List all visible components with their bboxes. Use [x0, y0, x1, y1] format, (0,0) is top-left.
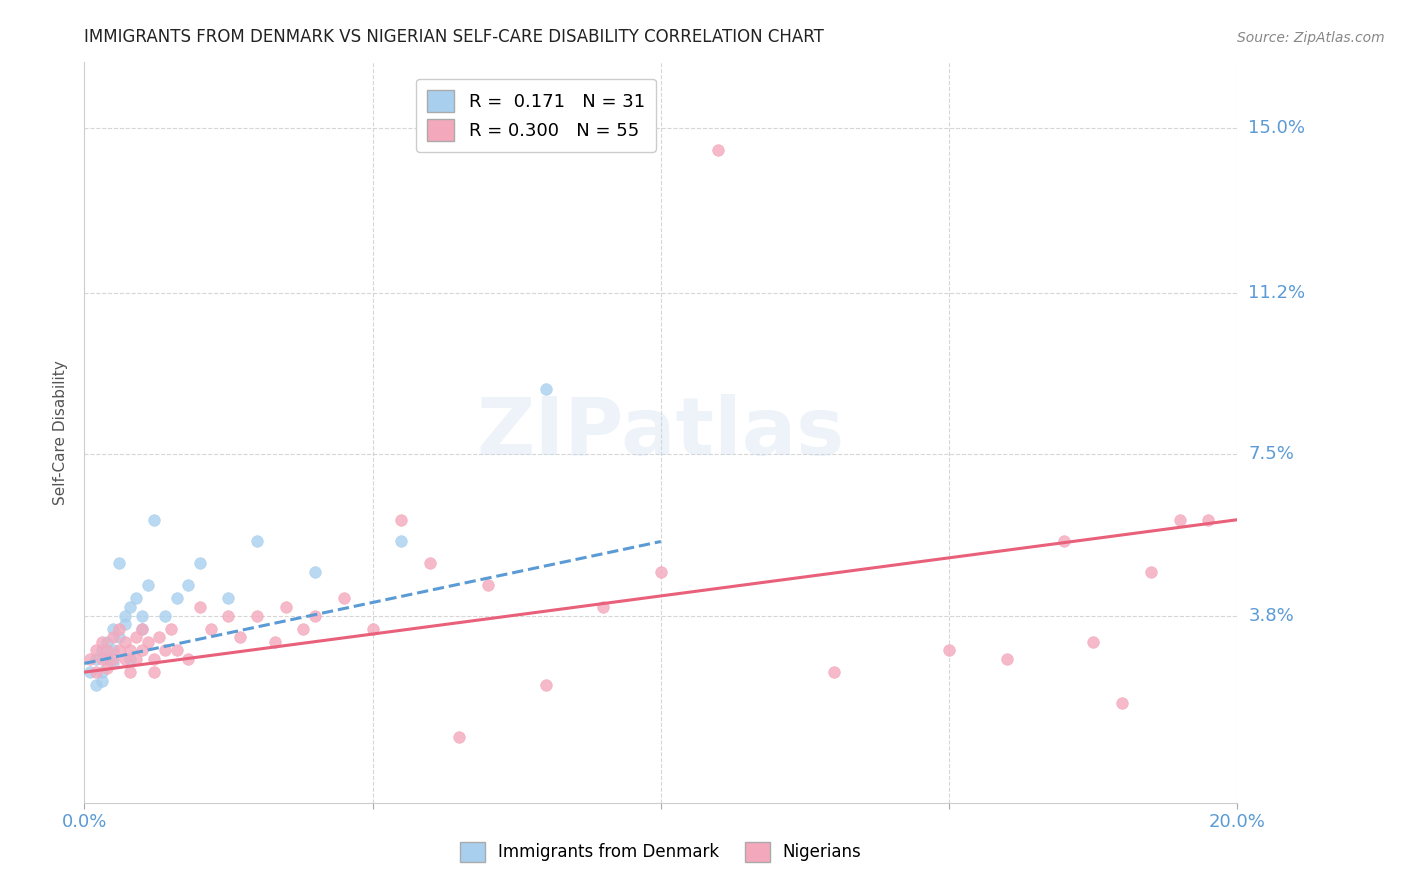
Point: [103, 630, 124, 644]
Point: [166, 591, 188, 606]
Point: [90, 665, 112, 680]
Point: [188, 556, 211, 570]
Point: [304, 565, 326, 579]
Point: [391, 513, 413, 527]
Legend: Immigrants from Denmark, Nigerians: Immigrants from Denmark, Nigerians: [453, 835, 869, 869]
Point: [79, 652, 101, 666]
Point: [120, 643, 142, 657]
Point: [1053, 534, 1076, 549]
Point: [263, 634, 285, 648]
Text: ZIPatlas: ZIPatlas: [477, 393, 845, 472]
Point: [995, 652, 1018, 666]
Point: [153, 643, 176, 657]
Point: [142, 652, 165, 666]
Point: [229, 630, 252, 644]
Point: [1111, 696, 1133, 710]
Point: [108, 643, 131, 657]
Point: [333, 591, 356, 606]
Point: [276, 599, 298, 614]
Text: 3.8%: 3.8%: [1249, 607, 1294, 624]
Point: [131, 622, 153, 636]
Text: 11.2%: 11.2%: [1249, 285, 1306, 302]
Point: [534, 382, 557, 396]
Point: [103, 622, 124, 636]
Text: IMMIGRANTS FROM DENMARK VS NIGERIAN SELF-CARE DISABILITY CORRELATION CHART: IMMIGRANTS FROM DENMARK VS NIGERIAN SELF…: [84, 28, 824, 45]
Point: [84, 665, 107, 680]
Point: [1083, 634, 1105, 648]
Point: [166, 643, 188, 657]
Point: [534, 678, 557, 692]
Point: [823, 665, 845, 680]
Point: [131, 643, 153, 657]
Point: [120, 652, 142, 666]
Point: [120, 599, 142, 614]
Point: [136, 634, 159, 648]
Point: [90, 652, 112, 666]
Point: [125, 630, 148, 644]
Point: [108, 556, 131, 570]
Point: [84, 643, 107, 657]
Point: [114, 617, 136, 632]
Point: [938, 643, 960, 657]
Point: [419, 556, 441, 570]
Point: [391, 534, 413, 549]
Point: [246, 534, 269, 549]
Point: [84, 678, 107, 692]
Point: [103, 657, 124, 671]
Point: [96, 652, 118, 666]
Point: [304, 608, 326, 623]
Point: [177, 578, 200, 592]
Point: [125, 591, 148, 606]
Point: [160, 622, 183, 636]
Point: [90, 634, 112, 648]
Point: [1168, 513, 1191, 527]
Point: [142, 513, 165, 527]
Point: [90, 643, 112, 657]
Point: [103, 643, 124, 657]
Point: [96, 643, 118, 657]
Point: [114, 634, 136, 648]
Point: [114, 608, 136, 623]
Point: [131, 608, 153, 623]
Point: [707, 143, 730, 157]
Point: [218, 591, 240, 606]
Point: [148, 630, 170, 644]
Point: [592, 599, 614, 614]
Point: [650, 565, 672, 579]
Point: [246, 608, 269, 623]
Point: [292, 622, 315, 636]
Text: 15.0%: 15.0%: [1249, 119, 1305, 136]
Point: [90, 673, 112, 688]
Point: [108, 630, 131, 644]
Point: [449, 731, 471, 745]
Point: [136, 578, 159, 592]
Point: [142, 665, 165, 680]
Point: [188, 599, 211, 614]
Text: Source: ZipAtlas.com: Source: ZipAtlas.com: [1237, 31, 1385, 45]
Point: [79, 665, 101, 680]
Point: [84, 652, 107, 666]
Text: 7.5%: 7.5%: [1249, 445, 1295, 464]
Point: [108, 622, 131, 636]
Point: [200, 622, 222, 636]
Point: [131, 622, 153, 636]
Point: [1198, 513, 1220, 527]
Point: [1140, 565, 1163, 579]
Point: [120, 665, 142, 680]
Point: [153, 608, 176, 623]
Point: [96, 634, 118, 648]
Point: [114, 652, 136, 666]
Point: [96, 661, 118, 675]
Point: [125, 652, 148, 666]
Point: [361, 622, 384, 636]
Y-axis label: Self-Care Disability: Self-Care Disability: [53, 360, 69, 505]
Point: [177, 652, 200, 666]
Point: [218, 608, 240, 623]
Point: [477, 578, 499, 592]
Point: [103, 652, 124, 666]
